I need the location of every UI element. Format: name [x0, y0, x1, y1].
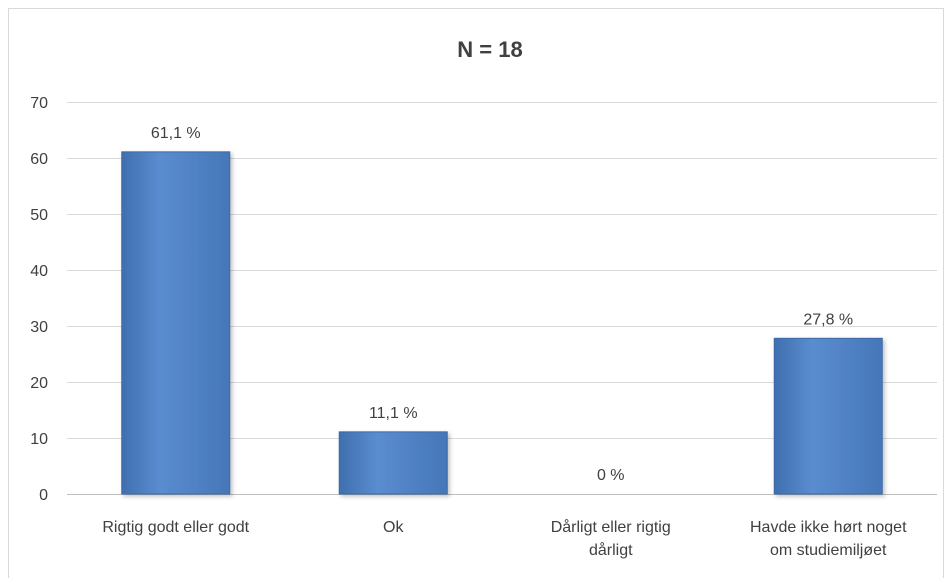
- category-label: Ok: [383, 519, 404, 536]
- category-label: Dårligt eller rigtig: [551, 518, 671, 536]
- y-tick-label: 50: [30, 207, 48, 224]
- y-tick-label: 30: [30, 319, 48, 336]
- data-label: 11,1 %: [369, 405, 418, 422]
- bar: [338, 431, 448, 495]
- category-label: dårligt: [589, 541, 633, 559]
- y-tick-label: 0: [39, 487, 48, 504]
- y-tick-label: 40: [30, 263, 48, 280]
- data-label: 0 %: [597, 467, 625, 484]
- bar: [773, 337, 883, 495]
- data-label: 61,1 %: [151, 125, 201, 142]
- category-label: Rigtig godt eller godt: [102, 519, 249, 536]
- category-label: Havde ikke hørt noget: [750, 519, 907, 536]
- category-label: om studiemiljøet: [770, 542, 887, 559]
- y-tick-label: 10: [30, 431, 48, 448]
- bars: [121, 151, 883, 495]
- y-tick-label: 20: [30, 375, 48, 392]
- y-axis-tick-labels: 0 10 20 30 40 50 60 70: [30, 95, 48, 504]
- y-tick-label: 70: [30, 95, 48, 112]
- x-axis-category-labels: Rigtig godt eller godt Ok Dårligt eller ri…: [102, 518, 907, 559]
- y-tick-label: 60: [30, 151, 48, 168]
- chart-title: N = 18: [457, 37, 522, 62]
- data-labels: 61,1 % 11,1 % 0 % 27,8 %: [151, 125, 853, 484]
- data-label: 27,8 %: [803, 311, 853, 328]
- chart-border: [8, 8, 944, 578]
- bar: [121, 151, 231, 495]
